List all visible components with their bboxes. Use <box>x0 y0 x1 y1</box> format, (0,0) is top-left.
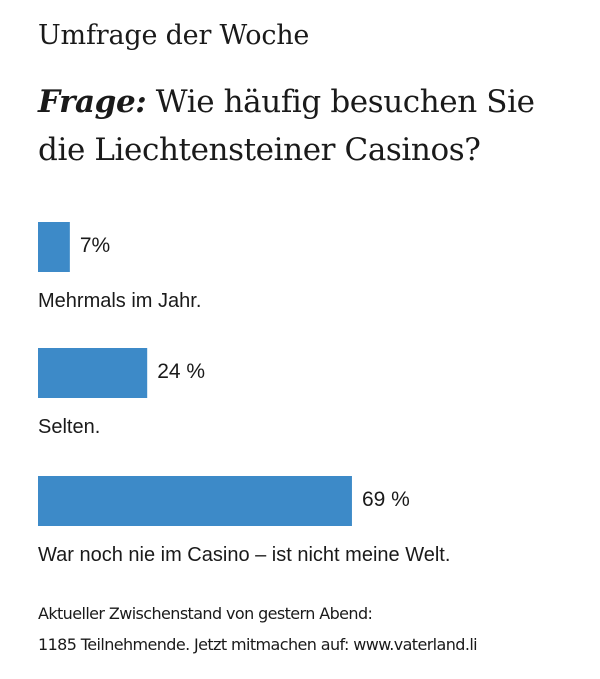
bars-group: 7% Mehrmals im Jahr. 24 % Selten. 69 % War no… <box>38 222 450 566</box>
footer-participation-line: 1185 Teilnehmende. Jetzt mitmachen auf: … <box>38 635 478 654</box>
poll-kicker: Umfrage der Woche <box>38 20 310 51</box>
poll-bar-chart: 7% Mehrmals im Jahr. 24 % Selten. 69 % War no… <box>38 222 450 566</box>
category-label-3: War noch nie im Casino – ist nicht meine… <box>38 544 450 566</box>
value-label-2: 24 % <box>157 360 205 383</box>
footer-status-line: Aktueller Zwischenstand von gestern Aben… <box>38 604 373 623</box>
question-text: Wie häufig besuchen Sie die Liechtenstei… <box>38 84 535 168</box>
value-label-1: 7% <box>80 234 110 257</box>
poll-question: Frage: Wie häufig besuchen Sie die Liech… <box>38 78 578 174</box>
category-label-1: Mehrmals im Jahr. <box>38 290 201 312</box>
category-label-2: Selten. <box>38 416 100 438</box>
poll-footer: Aktueller Zwischenstand von gestern Aben… <box>38 598 478 660</box>
bar-3 <box>38 476 352 526</box>
value-label-3: 69 % <box>362 488 410 511</box>
bar-1 <box>38 222 70 272</box>
question-label: Frage: <box>38 84 147 120</box>
bar-2 <box>38 348 148 398</box>
